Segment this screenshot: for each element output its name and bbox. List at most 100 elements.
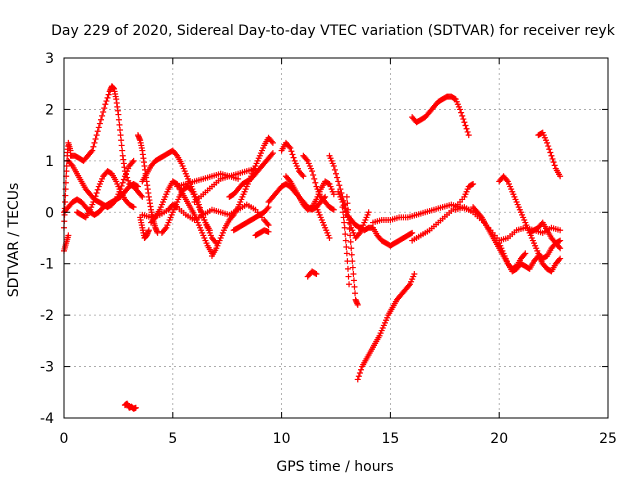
data-point	[188, 187, 195, 194]
data-point	[129, 159, 136, 166]
series-track-ah	[452, 204, 564, 244]
series-track-e	[61, 181, 141, 218]
data-point	[339, 199, 346, 205]
data-point	[118, 142, 125, 149]
data-point	[556, 244, 563, 250]
data-point	[544, 139, 551, 146]
data-point	[101, 105, 108, 112]
data-point	[119, 179, 126, 186]
data-point	[347, 238, 354, 245]
data-point	[334, 174, 341, 181]
y-tick-label: 2	[45, 102, 54, 118]
data-point	[557, 173, 564, 180]
series-track-ag	[409, 93, 472, 139]
data-point	[546, 146, 553, 153]
data-point	[350, 271, 357, 277]
data-point	[91, 196, 98, 203]
y-tick-label: -4	[40, 411, 54, 427]
series-track-ab	[339, 204, 353, 288]
data-point	[462, 122, 469, 129]
data-point	[557, 237, 564, 244]
series-track-am	[535, 129, 564, 180]
series-track-i	[137, 214, 152, 241]
data-point	[125, 177, 132, 184]
axis-ticks: 0 5 10 15 20 25 -4 -3 -2 -1 0 1 2 3	[40, 51, 617, 447]
data-point	[105, 91, 112, 98]
data-point	[346, 281, 353, 288]
series-track-aj	[496, 173, 564, 262]
data-point	[118, 182, 125, 189]
data-point	[206, 227, 213, 234]
data-point	[349, 264, 356, 271]
data-point	[343, 193, 350, 200]
data-point	[557, 245, 564, 252]
data-point	[405, 282, 412, 289]
data-point	[117, 127, 124, 133]
data-point	[549, 155, 556, 162]
data-point	[132, 404, 139, 411]
series-track-ak	[496, 240, 564, 275]
data-point	[65, 232, 72, 239]
data-point	[94, 128, 101, 135]
data-point	[312, 179, 319, 186]
series-track-o	[191, 165, 259, 205]
data-point	[463, 125, 470, 132]
data-point	[116, 121, 123, 128]
data-point	[91, 139, 98, 146]
grid	[64, 58, 608, 418]
data-point	[90, 143, 97, 150]
data-point	[93, 132, 100, 139]
data-point	[287, 145, 294, 151]
chart-title: Day 229 of 2020, Sidereal Day-to-day VTE…	[51, 23, 616, 39]
data-point	[151, 215, 158, 222]
data-point	[312, 270, 319, 277]
data-point	[344, 265, 351, 272]
data-point	[351, 283, 358, 290]
data-point	[347, 232, 354, 239]
data-point	[286, 177, 293, 184]
x-axis-label: GPS time / hours	[276, 459, 393, 475]
data-point	[545, 143, 552, 150]
data-point	[461, 119, 468, 126]
data-point	[212, 238, 219, 245]
data-point	[458, 109, 465, 116]
data-point	[265, 228, 272, 235]
y-tick-label: -2	[40, 308, 54, 324]
data-point	[550, 159, 557, 166]
series-track-w	[300, 152, 337, 213]
data-point	[104, 94, 111, 101]
x-tick-label: 15	[381, 431, 399, 447]
data-point	[94, 186, 101, 193]
data-point	[503, 177, 510, 184]
data-point	[68, 161, 75, 168]
data-point	[354, 301, 361, 308]
data-point	[100, 109, 107, 115]
data-point	[288, 148, 295, 155]
data-point	[290, 154, 297, 161]
data-point	[120, 176, 127, 183]
data-point	[133, 182, 140, 189]
data-point	[346, 226, 353, 232]
data-point	[88, 148, 95, 155]
data-point	[557, 227, 564, 234]
data-point	[470, 181, 477, 187]
y-tick-label: 1	[45, 154, 54, 170]
series-track-g	[121, 400, 139, 412]
data-point	[97, 116, 104, 123]
data-point	[477, 213, 484, 220]
series-track-x	[304, 268, 320, 280]
data-point	[557, 255, 564, 262]
x-tick-label: 0	[60, 431, 69, 447]
data-point	[469, 181, 475, 188]
data-point	[129, 203, 136, 210]
data-point	[92, 136, 99, 142]
data-point	[333, 170, 339, 177]
data-point	[139, 193, 146, 200]
data-point	[457, 106, 464, 113]
series-track-p	[208, 134, 276, 259]
y-tick-label: -3	[40, 360, 54, 376]
data-point	[346, 219, 353, 226]
series-track-m	[158, 183, 213, 236]
data-point	[265, 222, 272, 229]
data-point	[330, 163, 337, 169]
